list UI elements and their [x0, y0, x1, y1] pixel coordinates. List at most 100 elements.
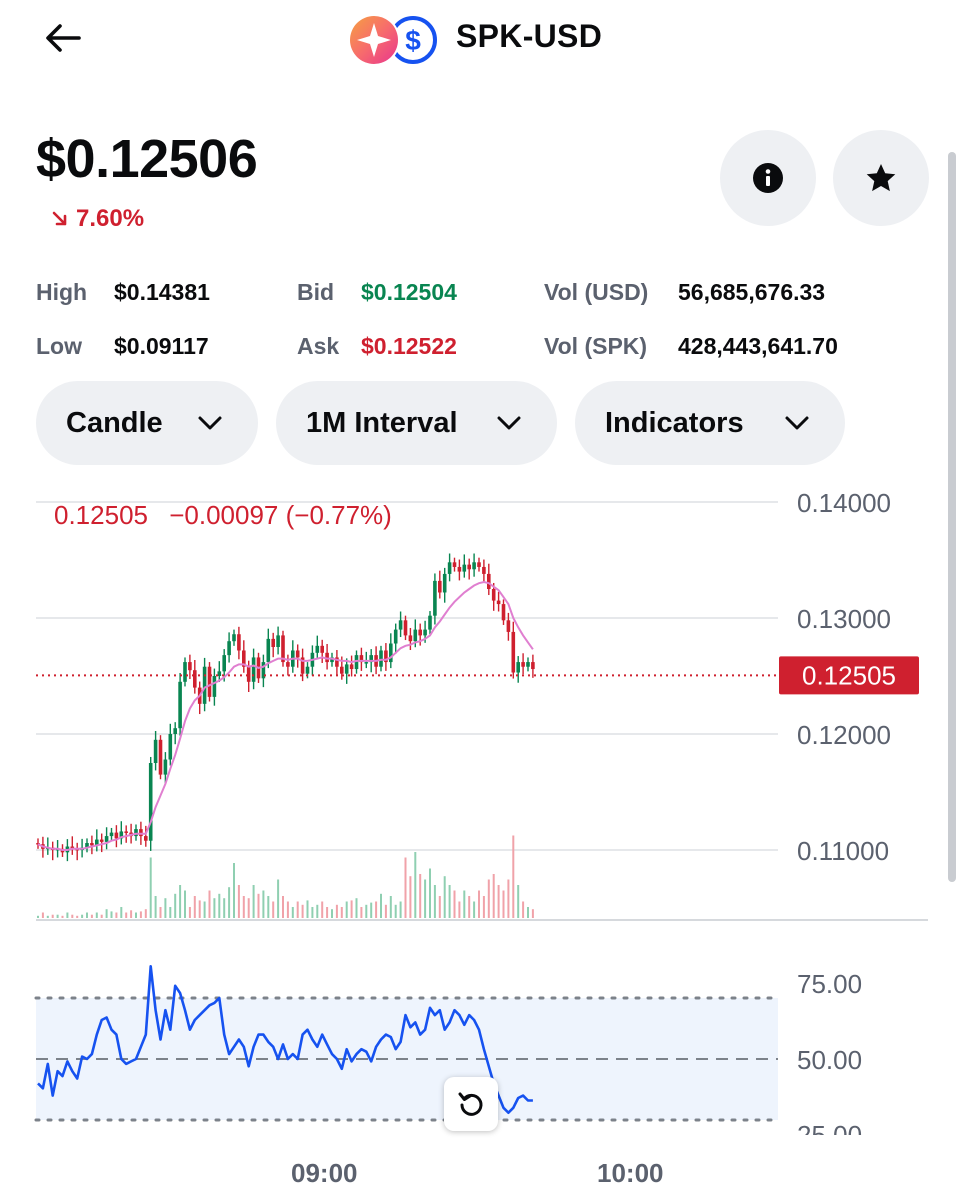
- price-tick-2: 0.12000: [797, 720, 891, 750]
- stat-ask-label: Ask: [297, 333, 340, 359]
- volume-bar: [306, 900, 309, 918]
- volume-bar: [174, 893, 177, 918]
- candle: [232, 629, 236, 646]
- candle: [511, 621, 516, 679]
- stat-ask: Ask $0.12522: [297, 333, 457, 360]
- volume-bar: [208, 890, 211, 918]
- candle: [119, 821, 124, 845]
- candle: [178, 672, 182, 736]
- candle: [75, 842, 79, 861]
- candle: [531, 654, 535, 678]
- stat-vol-usd: Vol (USD) 56,685,676.33: [544, 279, 825, 306]
- indicators-dropdown[interactable]: Indicators: [575, 381, 845, 465]
- volume-bars: [37, 835, 534, 918]
- candle: [389, 633, 393, 669]
- volume-bar: [414, 852, 417, 918]
- candle: [442, 567, 447, 603]
- volume-bar: [438, 896, 441, 918]
- candle: [506, 612, 511, 641]
- volume-bar: [184, 890, 186, 918]
- candle: [207, 662, 212, 702]
- volume-bar: [380, 893, 382, 918]
- watchlist-star-button[interactable]: [833, 130, 929, 226]
- candle: [315, 635, 320, 659]
- volume-bar: [350, 900, 353, 918]
- interval-dropdown[interactable]: 1M Interval: [276, 381, 557, 465]
- readout-price: 0.12505: [54, 500, 148, 530]
- volume-bar: [56, 914, 59, 918]
- volume-bar: [105, 909, 108, 918]
- candle: [85, 838, 89, 853]
- candle: [452, 557, 457, 572]
- candle: [266, 628, 271, 669]
- candle: [487, 563, 491, 596]
- volume-bar: [365, 904, 368, 918]
- info-button[interactable]: [720, 130, 816, 226]
- price-tick-3: 0.11000: [797, 836, 889, 866]
- volume-bar: [478, 890, 480, 918]
- volume-bar: [135, 912, 137, 918]
- candle: [335, 650, 339, 676]
- volume-bar: [95, 912, 98, 918]
- chart-readout: 0.12505 −0.00097 (−0.77%): [54, 500, 392, 530]
- volume-bar: [487, 879, 490, 918]
- candle: [109, 827, 114, 841]
- info-icon: [753, 163, 783, 193]
- volume-bar: [252, 885, 255, 918]
- stat-high-value: $0.14381: [114, 279, 210, 305]
- candle: [271, 632, 275, 658]
- volume-bar: [100, 914, 103, 918]
- scrollbar[interactable]: [948, 152, 956, 882]
- chart-type-label: Candle: [66, 406, 163, 439]
- volume-bar: [409, 876, 412, 918]
- last-price-tag: 0.12505: [779, 656, 919, 695]
- candle: [217, 661, 222, 683]
- volume-bar: [169, 907, 172, 918]
- candle: [295, 644, 300, 668]
- candle: [70, 836, 75, 855]
- volume-bar: [492, 874, 495, 918]
- volume-bar: [198, 900, 201, 918]
- price-chart[interactable]: 0.14000 0.13000 0.12000 0.11000 0.12505 …: [0, 480, 963, 1180]
- stat-low-value: $0.09117: [114, 333, 209, 359]
- stat-low-label: Low: [36, 333, 82, 359]
- volume-bar: [291, 907, 294, 918]
- candle: [144, 825, 148, 847]
- volume-bar: [228, 887, 231, 918]
- volume-bar: [71, 914, 74, 918]
- volume-bar: [448, 885, 451, 918]
- candle: [457, 559, 462, 581]
- volume-bar: [335, 904, 338, 918]
- candle: [193, 659, 197, 694]
- candle: [173, 722, 177, 745]
- volume-bar: [463, 890, 466, 918]
- candle: [398, 611, 403, 638]
- volume-bar: [355, 898, 358, 918]
- stat-vol-spk: Vol (SPK) 428,443,641.70: [544, 333, 838, 360]
- volume-bar: [321, 901, 324, 918]
- header: $ SPK-USD: [0, 0, 963, 80]
- candle: [124, 825, 128, 843]
- volume-bar: [86, 912, 88, 918]
- candle: [428, 611, 432, 635]
- volume-bar: [242, 896, 245, 918]
- volume-bar: [433, 885, 436, 918]
- candle: [438, 570, 442, 599]
- volume-bar: [316, 904, 319, 918]
- back-button[interactable]: [40, 18, 86, 58]
- candle: [276, 626, 280, 655]
- volume-bar: [218, 893, 221, 918]
- volume-bar: [482, 896, 485, 918]
- chevron-down-icon: [497, 416, 521, 430]
- volume-bar: [203, 901, 206, 918]
- star-icon: [866, 164, 896, 192]
- arrow-down-right-icon: [52, 211, 67, 226]
- chart-type-dropdown[interactable]: Candle: [36, 381, 258, 465]
- volume-bar: [512, 835, 515, 918]
- candle: [300, 648, 305, 682]
- volume-bar: [424, 879, 427, 918]
- volume-bar: [468, 896, 471, 918]
- volume-bar: [399, 901, 402, 918]
- candle: [153, 730, 158, 771]
- reset-chart-button[interactable]: [444, 1077, 498, 1131]
